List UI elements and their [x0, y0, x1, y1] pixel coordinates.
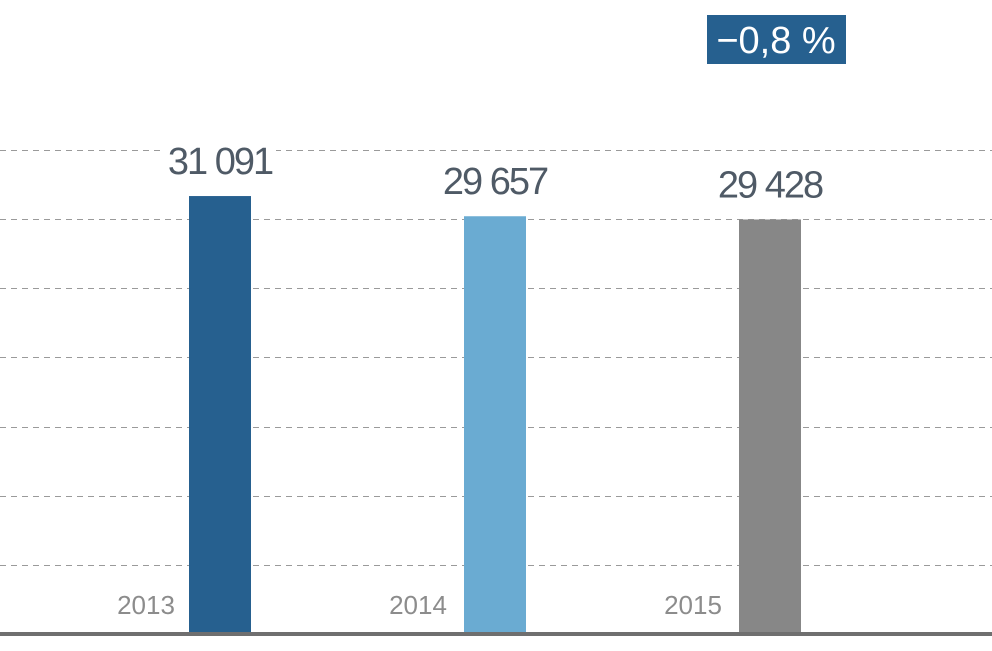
- value-label-2014: 29 657: [443, 161, 548, 203]
- value-labels: 31 091 29 657 29 428: [164, 138, 826, 206]
- year-label-2014: 2014: [389, 590, 447, 620]
- change-badge-text: −0,8 %: [716, 20, 835, 62]
- bar-2013: [189, 196, 251, 634]
- value-label-2013: 31 091: [168, 141, 273, 183]
- year-label-2013: 2013: [117, 590, 175, 620]
- bar-2015: [739, 219, 801, 634]
- bar-2014: [464, 216, 526, 635]
- change-badge-background: [707, 15, 846, 64]
- year-labels: 2013 2014 2015: [117, 590, 722, 620]
- value-label-background-2013: [164, 138, 276, 183]
- year-label-2015: 2015: [664, 590, 722, 620]
- value-label-2015: 29 428: [718, 164, 823, 206]
- bars: [189, 196, 801, 635]
- change-badge: −0,8 %: [707, 15, 846, 64]
- value-label-background-2014: [439, 158, 551, 203]
- value-label-background-2015: [714, 161, 826, 206]
